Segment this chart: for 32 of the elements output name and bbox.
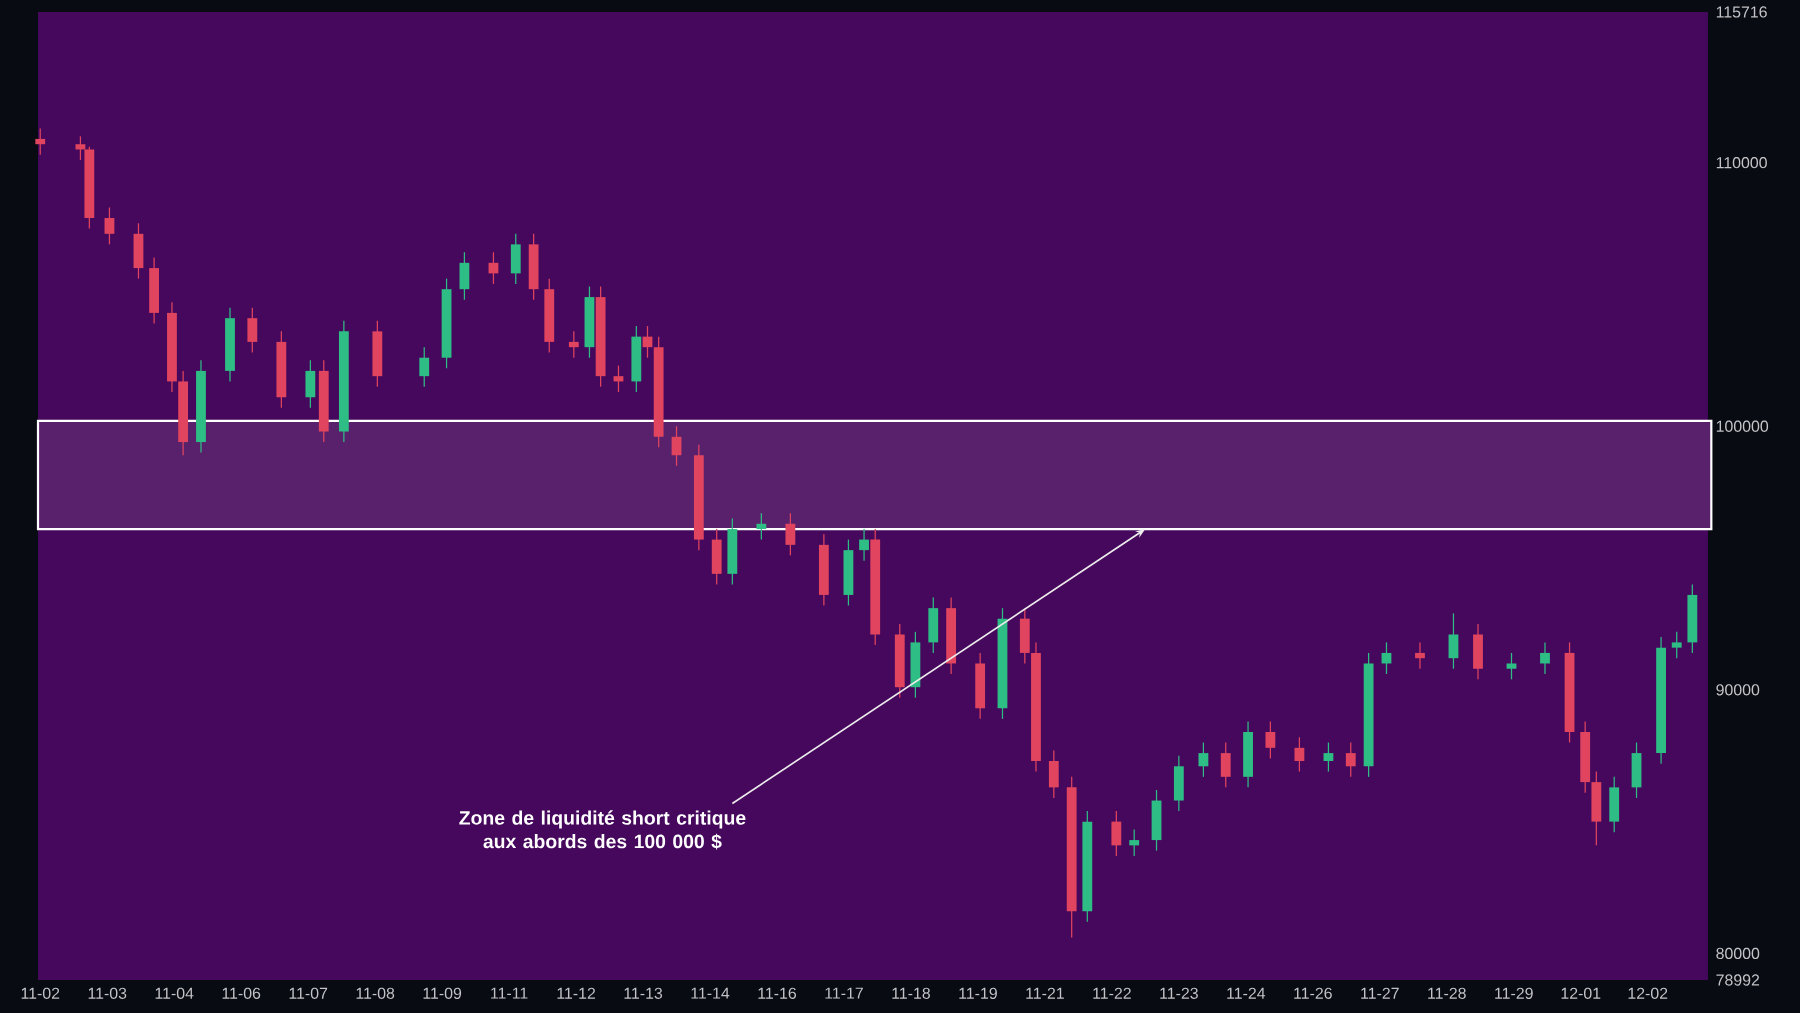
x-tick-label: 11-03	[88, 987, 127, 999]
x-tick-label: 11-14	[691, 987, 730, 999]
x-tick-label: 11-16	[758, 987, 797, 999]
x-tick-label: 11-12	[557, 987, 596, 999]
x-tick-label: 11-28	[1428, 987, 1466, 999]
x-tick-label: 11-18	[892, 987, 930, 999]
y-tick-label: 78992	[1716, 974, 1760, 986]
x-tick-label: 11-23	[1160, 987, 1198, 999]
y-tick-label: 90000	[1716, 684, 1760, 696]
y-tick-label: 100000	[1716, 420, 1769, 432]
x-tick-label: 12-01	[1561, 987, 1601, 999]
x-tick-label: 11-07	[289, 987, 328, 999]
x-tick-label: 11-08	[356, 987, 395, 999]
x-tick-label: 11-09	[423, 987, 462, 999]
x-tick-label: 11-26	[1294, 987, 1332, 999]
y-tick-label: 80000	[1716, 947, 1760, 960]
x-tick-label: 11-27	[1361, 987, 1399, 999]
x-tick-label: 11-04	[155, 987, 194, 999]
y-tick-label: 115716	[1716, 6, 1767, 18]
x-tick-label: 11-19	[959, 987, 997, 999]
x-tick-label: 11-17	[825, 987, 863, 999]
y-tick-label: 110000	[1716, 157, 1767, 169]
x-tick-label: 11-02	[21, 987, 60, 999]
x-tick-label: 11-11	[491, 987, 528, 999]
x-tick-label: 11-24	[1227, 987, 1266, 999]
x-tick-label: 11-21	[1026, 987, 1064, 999]
x-tick-label: 11-29	[1495, 987, 1533, 999]
x-tick-label: 11-22	[1093, 987, 1131, 999]
x-tick-label: 11-06	[222, 987, 261, 999]
x-tick-label: 12-02	[1628, 987, 1668, 999]
annotation: Zone de liquidité short critique aux abords des 100 000 $	[459, 810, 746, 850]
x-tick-label: 11-13	[624, 987, 663, 999]
